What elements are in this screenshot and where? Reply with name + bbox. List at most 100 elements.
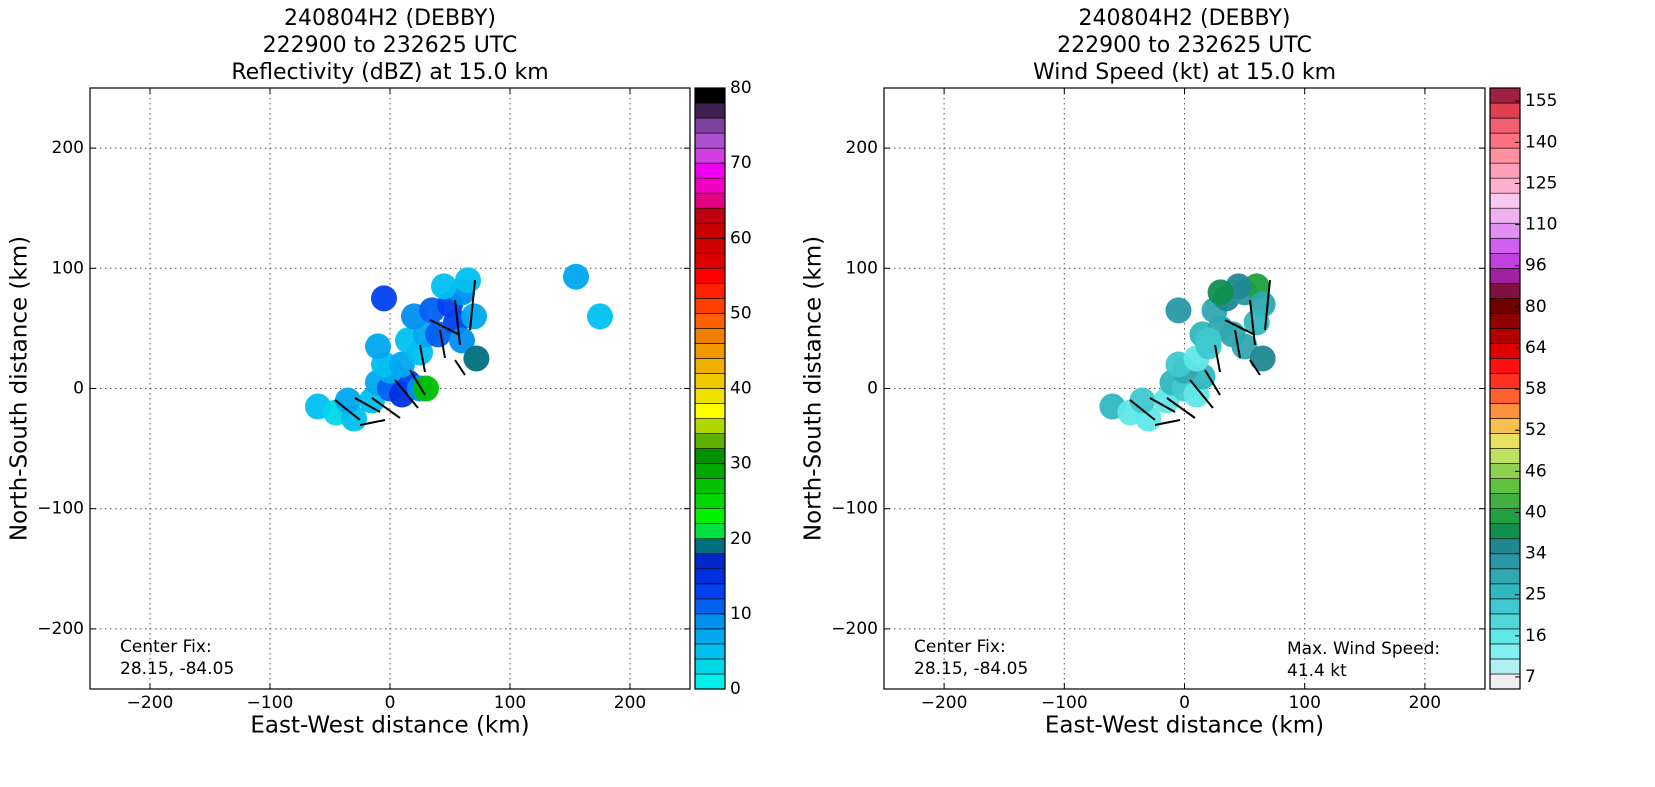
colorbar-tick-label: 125 (1525, 173, 1557, 193)
y-tick-label: 200 (846, 138, 878, 158)
colorbar-segment (1489, 313, 1521, 329)
colorbar-tick-label: 46 (1525, 461, 1547, 481)
colorbar-segment (694, 102, 726, 119)
colorbar-segment (1489, 343, 1521, 359)
colorbar-segment (694, 328, 726, 344)
data-cell (1165, 297, 1192, 324)
data-cell (425, 321, 451, 348)
data-cell (371, 285, 397, 312)
x-axis-label: East-West distance (km) (1045, 713, 1324, 739)
colorbar-segment (1489, 568, 1521, 585)
colorbar-segment (1489, 658, 1521, 675)
panel: 240804H2 (DEBBY)222900 to 232625 UTCWind… (801, 6, 1558, 739)
colorbar-segment (694, 388, 726, 404)
y-tick-label: 0 (73, 379, 84, 399)
x-tick-label: 200 (614, 693, 646, 713)
colorbar-frame (1489, 87, 1521, 690)
colorbar-segment (694, 463, 726, 479)
colorbar-segment (1489, 478, 1521, 494)
colorbar-segment (694, 493, 726, 509)
colorbar-tick-label: 25 (1525, 585, 1547, 605)
x-tick-label: −200 (921, 693, 968, 713)
center-fix: 28.15, -84.05 (120, 659, 234, 679)
colorbar-tick-label: 10 (730, 604, 752, 624)
colorbar-segment (1489, 237, 1521, 254)
x-axis-label: East-West distance (km) (250, 713, 529, 739)
colorbar-tick-label: 58 (1525, 379, 1547, 399)
colorbar-segment (1489, 673, 1521, 690)
colorbar-segment (694, 478, 726, 494)
colorbar-tick-label: 20 (730, 529, 752, 549)
data-cell (461, 303, 487, 330)
colorbar-segment (694, 343, 726, 359)
colorbar-segment (1489, 298, 1521, 314)
colorbar-segment (694, 673, 726, 690)
colorbar-segment (694, 598, 726, 615)
colorbar-segment (694, 568, 726, 585)
data-cell (455, 267, 481, 294)
colorbar-tick-label: 40 (1525, 502, 1547, 522)
colorbar-segment (1489, 538, 1521, 555)
colorbar-segment (1489, 523, 1521, 540)
data-cell (463, 345, 490, 372)
colorbar-segment (1489, 553, 1521, 570)
colorbar-segment (694, 508, 726, 525)
plot-frame (89, 87, 691, 690)
data-cell (1207, 279, 1234, 306)
colorbar-tick-label: 30 (730, 454, 752, 474)
colorbar-segment (1489, 283, 1521, 299)
colorbar-segment (1489, 192, 1521, 209)
colorbar-segment (1489, 433, 1521, 449)
colorbar-segment (694, 162, 726, 179)
colorbar-tick-label: 40 (730, 379, 752, 399)
field (305, 263, 613, 432)
colorbar-segment (694, 132, 726, 149)
colorbar-tick-label: 155 (1525, 91, 1557, 111)
x-tick-label: 100 (494, 693, 526, 713)
colorbar-segment (1489, 102, 1521, 119)
colorbar-segment (694, 658, 726, 675)
y-tick-label: −200 (831, 619, 878, 639)
y-tick-label: −100 (831, 499, 878, 519)
colorbar-segment (694, 643, 726, 660)
colorbar-segment (1489, 373, 1521, 389)
data-cell (1195, 327, 1222, 354)
x-tick-label: −200 (127, 693, 174, 713)
colorbar-segment (1489, 613, 1521, 630)
colorbar-segment (1489, 117, 1521, 134)
colorbar-segment (694, 628, 726, 645)
x-tick-label: 0 (1179, 693, 1190, 713)
y-tick-label: −100 (37, 499, 84, 519)
wind-barbs (334, 279, 1271, 426)
max-wind: 41.4 kt (1287, 661, 1347, 681)
x-tick-label: 200 (1409, 693, 1441, 713)
data-cell (1249, 345, 1276, 372)
y-tick-label: 100 (846, 258, 878, 278)
colorbar-tick-label: 34 (1525, 544, 1547, 564)
data-cell (365, 333, 391, 360)
colorbar-segment (1489, 388, 1521, 404)
colorbar-segment (1489, 508, 1521, 525)
x-tick-label: −100 (247, 693, 294, 713)
colorbar-segment (1489, 132, 1521, 149)
colorbar-tick-label: 52 (1525, 420, 1547, 440)
chart-title: Reflectivity (dBZ) at 15.0 km (231, 60, 548, 85)
colorbar-tick-label: 0 (730, 679, 741, 699)
colorbar-tick-label: 50 (730, 303, 752, 323)
x-tick-label: 100 (1288, 693, 1320, 713)
y-tick-label: 100 (52, 258, 84, 278)
data-cell (1129, 387, 1156, 414)
colorbar-tick-label: 96 (1525, 256, 1547, 276)
colorbar-segment (694, 403, 726, 419)
colorbar-segment (694, 298, 726, 314)
center-fix: Center Fix: (914, 637, 1006, 657)
colorbar-segment (694, 87, 726, 104)
x-tick-label: −100 (1041, 693, 1088, 713)
colorbar-segment (1489, 418, 1521, 434)
colorbar-segment (694, 237, 726, 254)
colorbar-segment (1489, 358, 1521, 374)
chart-title: 222900 to 232625 UTC (263, 33, 518, 58)
colorbar-segment (694, 538, 726, 555)
colorbar-tick-label: 64 (1525, 338, 1547, 358)
